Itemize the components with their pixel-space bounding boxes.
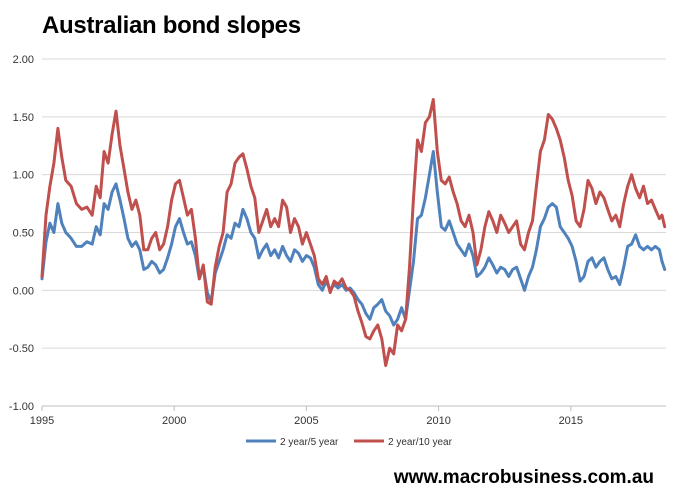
legend-label: 2 year/10 year — [388, 437, 453, 448]
series-lines — [40, 98, 667, 367]
watermark: www.macrobusiness.com.au — [393, 467, 654, 488]
gridlines — [42, 58, 666, 407]
x-tick-label: 2015 — [559, 415, 583, 427]
legend: 2 year/5 year 2 year/10 year — [246, 437, 453, 448]
y-tick-label: 1.50 — [13, 112, 34, 124]
x-tick-label: 1995 — [30, 415, 54, 427]
y-tick-label: 0.00 — [13, 285, 34, 297]
y-tick-label: 0.50 — [13, 228, 34, 240]
series-line-2y5y — [40, 150, 667, 327]
y-tick-label: -0.50 — [9, 343, 34, 355]
chart-title: Australian bond slopes — [42, 12, 301, 39]
y-tick-label: 1.00 — [13, 170, 34, 182]
x-axis — [41, 405, 666, 411]
x-tick-label: 2000 — [162, 415, 186, 427]
y-axis-tick-labels: 2.00 1.50 1.00 0.50 0.00 -0.50 -1.00 — [9, 54, 34, 413]
legend-label: 2 year/5 year — [280, 437, 339, 448]
y-tick-label: 2.00 — [13, 54, 34, 66]
x-axis-tick-labels: 1995 2000 2005 2010 2015 — [30, 415, 583, 427]
x-tick-label: 2005 — [294, 415, 318, 427]
series-line-2y10y — [40, 98, 667, 367]
x-tick-label: 2010 — [426, 415, 450, 427]
y-tick-label: -1.00 — [9, 401, 34, 413]
